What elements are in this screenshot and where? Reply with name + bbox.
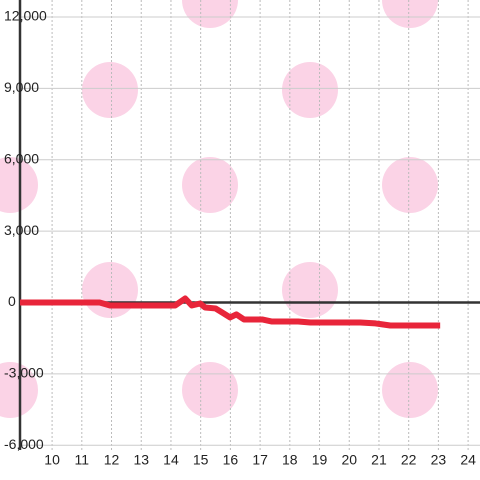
data-line <box>20 295 441 329</box>
x-tick-label: 15 <box>193 452 209 468</box>
x-tick-label: 20 <box>341 452 357 468</box>
x-tick-label: 13 <box>133 452 149 468</box>
x-tick-label: 12 <box>104 452 120 468</box>
x-tick-label: 22 <box>401 452 417 468</box>
y-tick-label: 12,000 <box>4 8 47 24</box>
x-tick-label: 24 <box>460 452 476 468</box>
x-tick-label: 21 <box>371 452 387 468</box>
x-tick-label: 10 <box>44 452 60 468</box>
x-tick-label: 17 <box>252 452 268 468</box>
watermarks <box>0 0 438 418</box>
x-tick-label: 18 <box>282 452 298 468</box>
y-tick-label: 0 <box>8 293 16 309</box>
y-tick-label: 6,000 <box>4 150 39 166</box>
x-tick-label: 14 <box>163 452 179 468</box>
y-tick-label: 3,000 <box>4 222 39 238</box>
x-tick-label: 16 <box>223 452 239 468</box>
y-tick-label: -3,000 <box>4 365 44 381</box>
x-tick-label: 11 <box>75 452 90 468</box>
x-tick-label: 23 <box>431 452 447 468</box>
x-tick-label: 19 <box>312 452 328 468</box>
y-tick-label: -6,000 <box>4 436 44 452</box>
y-tick-label: 9,000 <box>4 79 39 95</box>
